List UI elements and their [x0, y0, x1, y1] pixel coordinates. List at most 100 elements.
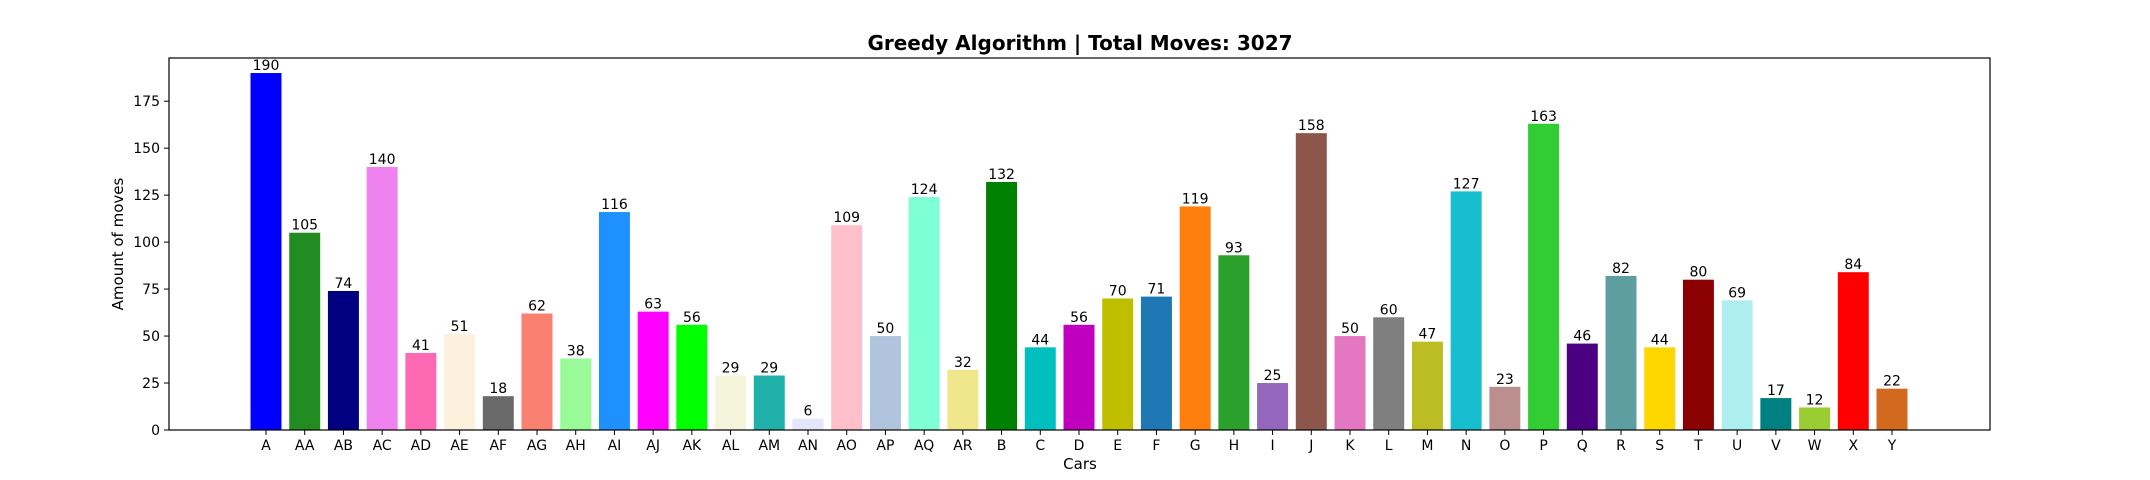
data-label-ak: 56: [683, 310, 701, 326]
bar-aj: [637, 311, 669, 430]
bar-t: [1682, 279, 1714, 430]
data-label-aa: 105: [291, 218, 318, 234]
x-tick-label-a: A: [261, 438, 271, 454]
x-tick-label-ai: AI: [608, 438, 622, 454]
bar-u: [1721, 300, 1753, 430]
y-tick-label-75: 75: [142, 282, 160, 298]
x-tick-label-an: AN: [798, 438, 818, 454]
data-label-i: 25: [1264, 368, 1282, 384]
bar-j: [1295, 133, 1327, 430]
bar-ad: [405, 352, 437, 430]
x-tick-label-w: W: [1808, 438, 1822, 454]
bar-am: [753, 375, 785, 430]
chart-title: Greedy Algorithm | Total Moves: 3027: [867, 31, 1292, 55]
data-label-ao: 109: [833, 210, 860, 226]
data-label-aq: 124: [911, 182, 938, 198]
y-tick-label-150: 150: [133, 141, 160, 157]
data-label-ar: 32: [954, 355, 972, 371]
data-label-p: 163: [1530, 109, 1557, 125]
x-tick-label-h: H: [1229, 438, 1240, 454]
x-tick-label-af: AF: [489, 438, 507, 454]
data-label-u: 69: [1728, 285, 1746, 301]
data-label-ap: 50: [877, 321, 895, 337]
x-tick-label-ac: AC: [373, 438, 392, 454]
x-tick-label-t: T: [1693, 438, 1703, 454]
data-label-c: 44: [1031, 332, 1049, 348]
x-tick-label-am: AM: [758, 438, 780, 454]
bar-ai: [598, 212, 630, 430]
bar-aa: [289, 232, 321, 430]
x-tick-label-k: K: [1345, 438, 1355, 454]
data-label-n: 127: [1453, 176, 1480, 192]
data-label-d: 56: [1070, 310, 1088, 326]
x-tick-label-n: N: [1461, 438, 1471, 454]
x-tick-label-i: I: [1270, 438, 1274, 454]
y-tick-label-50: 50: [142, 329, 160, 345]
bar-ap: [869, 336, 901, 430]
x-tick-label-v: V: [1771, 438, 1781, 454]
data-label-a: 190: [253, 58, 280, 74]
bar-w: [1799, 407, 1831, 430]
data-label-r: 82: [1612, 261, 1630, 277]
data-label-ab: 74: [335, 276, 353, 292]
x-tick-label-y: Y: [1887, 438, 1897, 454]
bar-l: [1373, 317, 1405, 430]
x-tick-label-ab: AB: [334, 438, 353, 454]
data-label-y: 22: [1883, 374, 1901, 390]
bar-h: [1218, 255, 1250, 430]
x-tick-label-aq: AQ: [914, 438, 934, 454]
data-label-v: 17: [1767, 383, 1785, 399]
x-tick-label-ap: AP: [876, 438, 894, 454]
bar-an: [792, 418, 824, 430]
bar-s: [1644, 347, 1676, 430]
data-label-k: 50: [1341, 321, 1359, 337]
y-tick-label-100: 100: [133, 235, 160, 251]
data-label-w: 12: [1806, 392, 1824, 408]
bar-k: [1334, 336, 1366, 430]
bar-ag: [521, 313, 553, 430]
y-tick-label-25: 25: [142, 376, 160, 392]
x-tick-label-m: M: [1421, 438, 1433, 454]
bar-labels-group: 190 105 74 140 41 51 18 62 38 116 63 56 29 29 6 109 50 12…: [253, 58, 1901, 420]
x-tick-label-o: O: [1499, 438, 1510, 454]
data-label-l: 60: [1380, 302, 1398, 318]
bar-ar: [947, 369, 979, 430]
bar-q: [1566, 343, 1598, 430]
bar-ac: [366, 166, 398, 430]
bar-ab: [327, 290, 359, 430]
bar-al: [715, 375, 747, 430]
bar-ak: [676, 324, 708, 430]
data-label-j: 158: [1298, 118, 1325, 134]
x-axis: A AA AB AC AD AE AF AG AH AI AJ AK AL AM AN AO AP AQ AR B C D…: [261, 430, 1897, 454]
bar-ae: [444, 334, 476, 430]
data-label-ah: 38: [567, 344, 585, 360]
bar-aq: [908, 197, 940, 430]
data-label-aj: 63: [644, 297, 662, 313]
x-tick-label-aa: AA: [295, 438, 315, 454]
bar-m: [1411, 341, 1443, 430]
y-tick-label-175: 175: [133, 94, 160, 110]
x-tick-label-f: F: [1152, 438, 1160, 454]
x-tick-label-q: Q: [1577, 438, 1588, 454]
data-label-o: 23: [1496, 372, 1514, 388]
bar-af: [482, 396, 514, 430]
data-label-al: 29: [722, 361, 740, 377]
data-label-ae: 51: [451, 319, 469, 335]
bar-e: [1102, 298, 1134, 430]
bar-a: [250, 73, 282, 430]
bar-d: [1063, 324, 1095, 430]
y-axis: 0 25 50 75 100 125 150 175: [133, 94, 169, 439]
data-label-x: 84: [1844, 257, 1862, 273]
x-tick-label-e: E: [1113, 438, 1122, 454]
data-label-g: 119: [1182, 191, 1209, 207]
y-axis-label: Amount of moves: [109, 177, 127, 310]
data-label-t: 80: [1690, 265, 1708, 281]
x-tick-label-c: C: [1035, 438, 1045, 454]
x-tick-label-ar: AR: [953, 438, 973, 454]
bar-x: [1837, 272, 1869, 430]
x-tick-label-s: S: [1655, 438, 1664, 454]
data-label-s: 44: [1651, 332, 1669, 348]
x-tick-label-aj: AJ: [646, 438, 660, 454]
x-tick-label-ak: AK: [682, 438, 702, 454]
